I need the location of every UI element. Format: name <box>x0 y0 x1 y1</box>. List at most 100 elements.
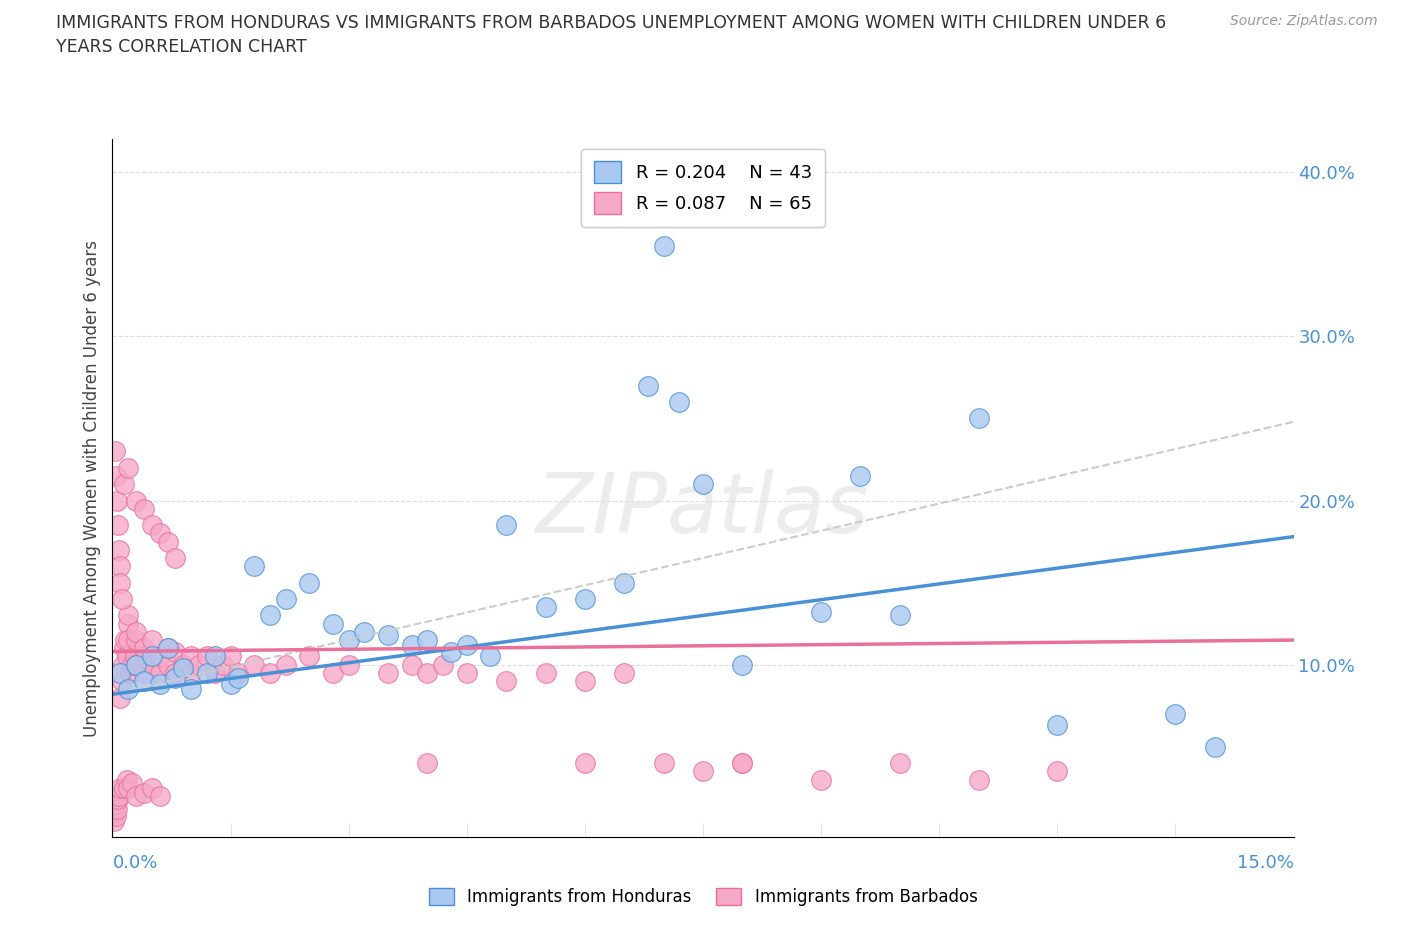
Point <box>180 649 202 664</box>
Point <box>889 756 911 771</box>
Point <box>141 658 163 672</box>
Point <box>495 518 517 533</box>
Point <box>849 469 872 484</box>
Point <box>104 805 127 820</box>
Point <box>1164 707 1187 722</box>
Point <box>117 632 139 647</box>
Point <box>574 756 596 771</box>
Point <box>108 559 131 574</box>
Point <box>534 600 557 615</box>
Point <box>141 649 163 664</box>
Point <box>401 638 423 653</box>
Point <box>117 617 139 631</box>
Point <box>228 666 250 681</box>
Point <box>112 641 135 656</box>
Point <box>967 772 990 787</box>
Point <box>574 673 596 688</box>
Point <box>432 658 454 672</box>
Point <box>479 649 502 664</box>
Point <box>243 658 266 672</box>
Point <box>125 658 148 672</box>
Point <box>124 649 146 664</box>
Point <box>668 394 690 409</box>
Point <box>195 649 218 664</box>
Text: ZIPatlas: ZIPatlas <box>536 469 870 550</box>
Point <box>132 673 155 688</box>
Point <box>377 666 399 681</box>
Legend: Immigrants from Honduras, Immigrants from Barbados: Immigrants from Honduras, Immigrants fro… <box>422 881 984 912</box>
Point <box>652 756 675 771</box>
Point <box>149 677 172 692</box>
Point <box>259 666 281 681</box>
Point <box>889 608 911 623</box>
Legend: R = 0.204    N = 43, R = 0.087    N = 65: R = 0.204 N = 43, R = 0.087 N = 65 <box>582 149 824 227</box>
Point <box>731 756 754 771</box>
Point <box>107 542 129 557</box>
Point <box>219 649 242 664</box>
Point <box>204 649 226 664</box>
Point <box>156 534 179 549</box>
Point <box>652 239 675 254</box>
Point <box>112 780 135 795</box>
Point <box>165 666 187 681</box>
Point <box>125 789 148 804</box>
Point <box>337 632 360 647</box>
Point <box>243 559 266 574</box>
Point <box>298 649 321 664</box>
Point <box>165 671 187 685</box>
Point <box>149 526 172 541</box>
Point <box>125 624 148 639</box>
Point <box>416 666 439 681</box>
Point <box>165 551 187 565</box>
Point <box>810 772 832 787</box>
Point <box>111 658 134 672</box>
Point <box>132 785 155 800</box>
Point <box>112 477 135 492</box>
Point <box>107 518 129 533</box>
Point <box>172 660 194 675</box>
Point <box>495 673 517 688</box>
Point <box>107 791 129 806</box>
Point <box>108 780 131 795</box>
Point <box>117 460 139 475</box>
Point <box>110 575 132 590</box>
Text: IMMIGRANTS FROM HONDURAS VS IMMIGRANTS FROM BARBADOS UNEMPLOYMENT AMONG WOMEN WI: IMMIGRANTS FROM HONDURAS VS IMMIGRANTS F… <box>56 14 1167 56</box>
Point <box>117 780 139 795</box>
Point <box>731 756 754 771</box>
Point <box>156 641 179 656</box>
Point <box>456 666 478 681</box>
Point <box>132 501 155 516</box>
Point <box>1046 764 1069 778</box>
Point <box>810 604 832 619</box>
Point <box>195 666 218 681</box>
Point <box>117 682 139 697</box>
Point <box>111 673 134 688</box>
Text: 15.0%: 15.0% <box>1236 855 1294 872</box>
Point <box>456 638 478 653</box>
Point <box>637 379 659 393</box>
Point <box>440 644 463 659</box>
Point <box>1204 739 1226 754</box>
Point <box>115 649 138 664</box>
Point <box>692 764 714 778</box>
Point <box>180 682 202 697</box>
Point <box>156 641 179 656</box>
Point <box>613 666 636 681</box>
Point <box>149 649 172 664</box>
Point <box>132 649 155 664</box>
Point <box>105 469 128 484</box>
Point <box>125 658 148 672</box>
Point <box>149 789 172 804</box>
Point <box>534 666 557 681</box>
Point <box>149 666 172 681</box>
Point <box>219 677 242 692</box>
Point <box>692 477 714 492</box>
Point <box>188 658 211 672</box>
Y-axis label: Unemployment Among Women with Children Under 6 years: Unemployment Among Women with Children U… <box>83 240 101 737</box>
Point <box>117 608 139 623</box>
Point <box>107 789 129 804</box>
Text: Source: ZipAtlas.com: Source: ZipAtlas.com <box>1230 14 1378 28</box>
Point <box>228 671 250 685</box>
Point <box>156 658 179 672</box>
Point <box>105 493 128 508</box>
